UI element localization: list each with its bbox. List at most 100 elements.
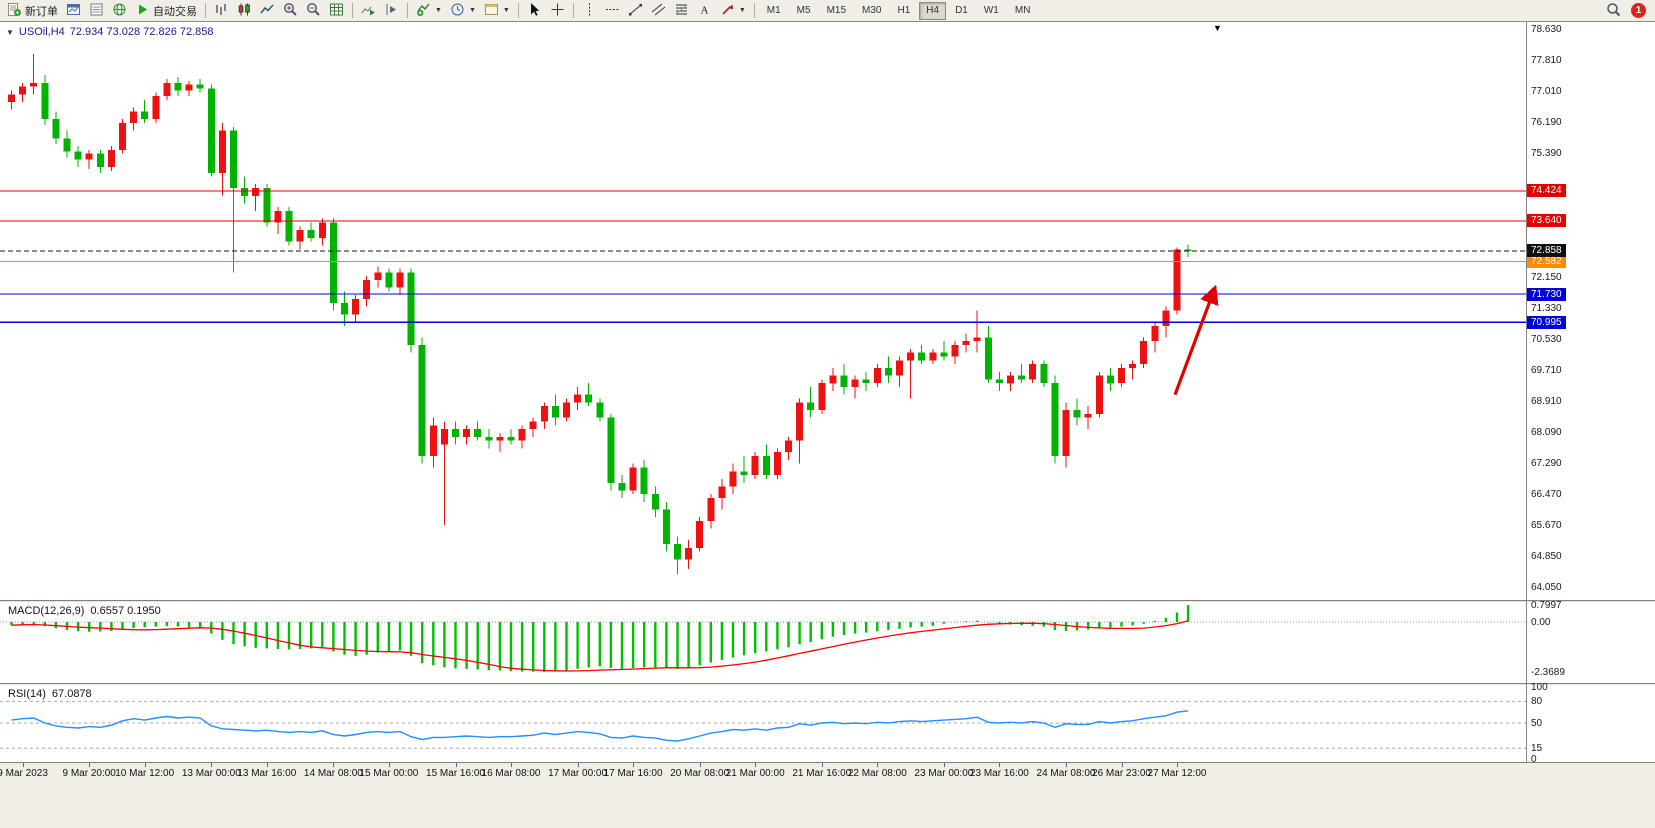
crosshair-button[interactable]	[546, 1, 569, 21]
data-window-button[interactable]	[85, 1, 108, 21]
timeframe-h4[interactable]: H4	[919, 1, 947, 20]
rsi-axis-label: 50	[1531, 718, 1543, 729]
time-axis-tick	[577, 763, 579, 767]
time-axis-label: 13 Mar 00:00	[181, 768, 241, 779]
timeframe-m5[interactable]: M5	[790, 2, 818, 20]
time-axis-tick	[699, 763, 701, 767]
main-toolbar: 新订单 自动交易 ▼ ▼ ▼ A ▼ M1 M5 M15 M30 H1 H4 D1 W1 MN 1	[0, 0, 1655, 22]
resistance-line-2-price-badge[interactable]: 73.640	[1527, 214, 1566, 228]
rsi-panel-divider[interactable]	[0, 683, 1655, 685]
time-axis-tick	[455, 763, 457, 767]
navigator-button[interactable]	[108, 1, 131, 21]
time-axis-label: 23 Mar 16:00	[969, 768, 1029, 779]
horizontal-line-button[interactable]	[601, 1, 624, 21]
main-price-chart	[0, 54, 1526, 575]
time-axis-label: 9 Mar 2023	[0, 768, 48, 779]
globe-icon	[112, 2, 127, 20]
time-axis-label: 20 Mar 08:00	[670, 768, 730, 779]
price-axis-label: 65.670	[1531, 520, 1562, 531]
time-axis-tick	[266, 763, 268, 767]
price-axis-label: 66.470	[1531, 489, 1562, 501]
rsi-line	[11, 710, 1189, 742]
horizontal-line-icon	[605, 2, 620, 20]
timeframe-m1[interactable]: M1	[760, 2, 788, 20]
toolbar-right: 1	[1602, 1, 1652, 21]
line-chart-button[interactable]	[256, 1, 279, 21]
time-axis-label: 27 Mar 12:00	[1147, 768, 1207, 779]
timeframe-h1[interactable]: H1	[890, 2, 917, 20]
chart-ohlc-values: 72.934 73.028 72.826 72.858	[69, 26, 214, 38]
new-order-button[interactable]: 新订单	[3, 1, 62, 21]
timeframe-d1[interactable]: D1	[948, 2, 975, 20]
time-axis-tick	[755, 763, 757, 767]
support-line-1-price-badge[interactable]: 71.730	[1527, 287, 1566, 301]
cursor-button[interactable]	[523, 1, 546, 21]
templates-button[interactable]: ▼	[480, 1, 514, 21]
price-axis-label: 77.010	[1531, 86, 1562, 97]
time-axis-tick	[1177, 763, 1178, 767]
channel-button[interactable]	[647, 1, 670, 21]
zoom-in-icon	[283, 2, 298, 20]
price-scale-divider	[1526, 22, 1527, 762]
time-axis-tick	[877, 763, 879, 767]
chart-window-icon	[66, 2, 81, 20]
price-axis-label: 76.190	[1531, 117, 1562, 129]
grid-icon	[329, 2, 344, 20]
support-line-2-price-badge[interactable]: 70.995	[1527, 315, 1566, 329]
grid-button[interactable]	[325, 1, 348, 21]
indicators-button[interactable]: ▼	[412, 1, 446, 21]
time-axis-label: 21 Mar 00:00	[725, 768, 785, 779]
rsi-value: 67.0878	[51, 688, 92, 700]
auto-trading-button[interactable]: 自动交易	[131, 1, 201, 21]
timeframe-w1[interactable]: W1	[977, 2, 1006, 20]
candlestick-chart-button[interactable]	[233, 1, 256, 21]
time-axis-label: 21 Mar 16:00	[792, 768, 852, 779]
chevron-down-icon: ▼	[502, 7, 510, 14]
macd-panel-divider[interactable]	[0, 600, 1655, 602]
candlestick-icon	[237, 2, 252, 20]
collapse-arrow-icon[interactable]: ▼	[6, 27, 14, 37]
macd-label: MACD(12,26,9) 0.6557 0.1950	[8, 605, 161, 617]
order-ticket-icon	[7, 2, 22, 20]
current-price-badge: 72.858	[1527, 244, 1566, 258]
timeframe-mn[interactable]: MN	[1008, 2, 1038, 20]
resistance-line-1-price-badge[interactable]: 74.424	[1527, 184, 1566, 198]
rsi-axis-label: 80	[1531, 696, 1543, 708]
bar-chart-button[interactable]	[210, 1, 233, 21]
arrows-button[interactable]: ▼	[716, 1, 750, 21]
pivot-line-price-badge[interactable]: 72.582	[1527, 254, 1566, 268]
notification-badge[interactable]: 1	[1631, 3, 1646, 18]
zoom-out-button[interactable]	[302, 1, 325, 21]
text-icon: A	[697, 2, 712, 20]
zoom-in-button[interactable]	[279, 1, 302, 21]
price-axis-label: 64.850	[1531, 551, 1562, 563]
chevron-down-icon: ▼	[468, 7, 476, 14]
timeframe-m30[interactable]: M30	[855, 2, 888, 20]
text-button[interactable]: A	[693, 1, 716, 21]
price-axis-label: 71.330	[1531, 303, 1562, 315]
indicators-icon	[416, 2, 431, 20]
search-button[interactable]	[1602, 1, 1625, 21]
price-axis-label: 75.390	[1531, 148, 1562, 159]
auto-scroll-button[interactable]	[357, 1, 380, 21]
time-axis-label: 9 Mar 20:00	[62, 768, 116, 779]
price-axis-label: 67.290	[1531, 458, 1562, 469]
time-axis-label: 17 Mar 16:00	[603, 768, 663, 779]
time-axis-label: 15 Mar 00:00	[359, 768, 419, 779]
chart-shift-marker-icon[interactable]: ▼	[1213, 23, 1222, 33]
trend-arrow-annotation[interactable]	[1173, 284, 1219, 396]
time-axis-label: 24 Mar 08:00	[1036, 768, 1096, 779]
vertical-line-button[interactable]	[578, 1, 601, 21]
chart-window-button[interactable]	[62, 1, 85, 21]
candles	[8, 54, 1192, 575]
timeframe-m15[interactable]: M15	[820, 2, 853, 20]
toolbar-separator	[352, 3, 353, 18]
periods-button[interactable]: ▼	[446, 1, 480, 21]
time-axis-tick	[821, 763, 823, 767]
trendline-button[interactable]	[624, 1, 647, 21]
time-axis-tick	[144, 763, 146, 767]
fibonacci-button[interactable]	[670, 1, 693, 21]
macd-axis-label: -2.3689	[1531, 667, 1565, 678]
time-axis-tick	[999, 763, 1001, 767]
chart-shift-button[interactable]	[380, 1, 403, 21]
